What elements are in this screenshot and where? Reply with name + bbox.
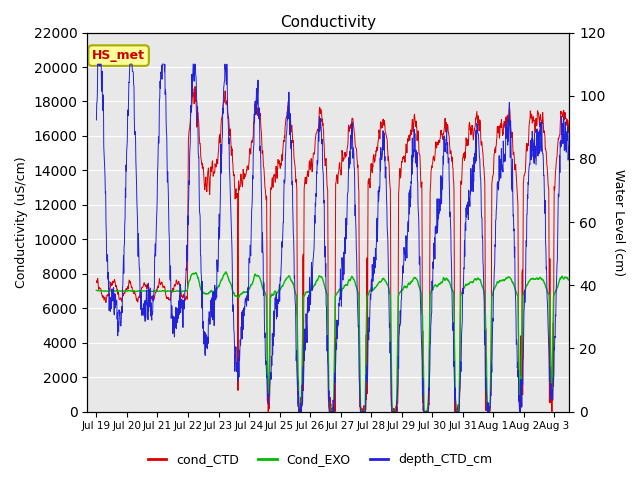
Legend: cond_CTD, Cond_EXO, depth_CTD_cm: cond_CTD, Cond_EXO, depth_CTD_cm <box>143 448 497 471</box>
Y-axis label: Water Level (cm): Water Level (cm) <box>612 168 625 276</box>
Text: HS_met: HS_met <box>92 49 145 62</box>
Title: Conductivity: Conductivity <box>280 15 376 30</box>
Y-axis label: Conductivity (uS/cm): Conductivity (uS/cm) <box>15 156 28 288</box>
